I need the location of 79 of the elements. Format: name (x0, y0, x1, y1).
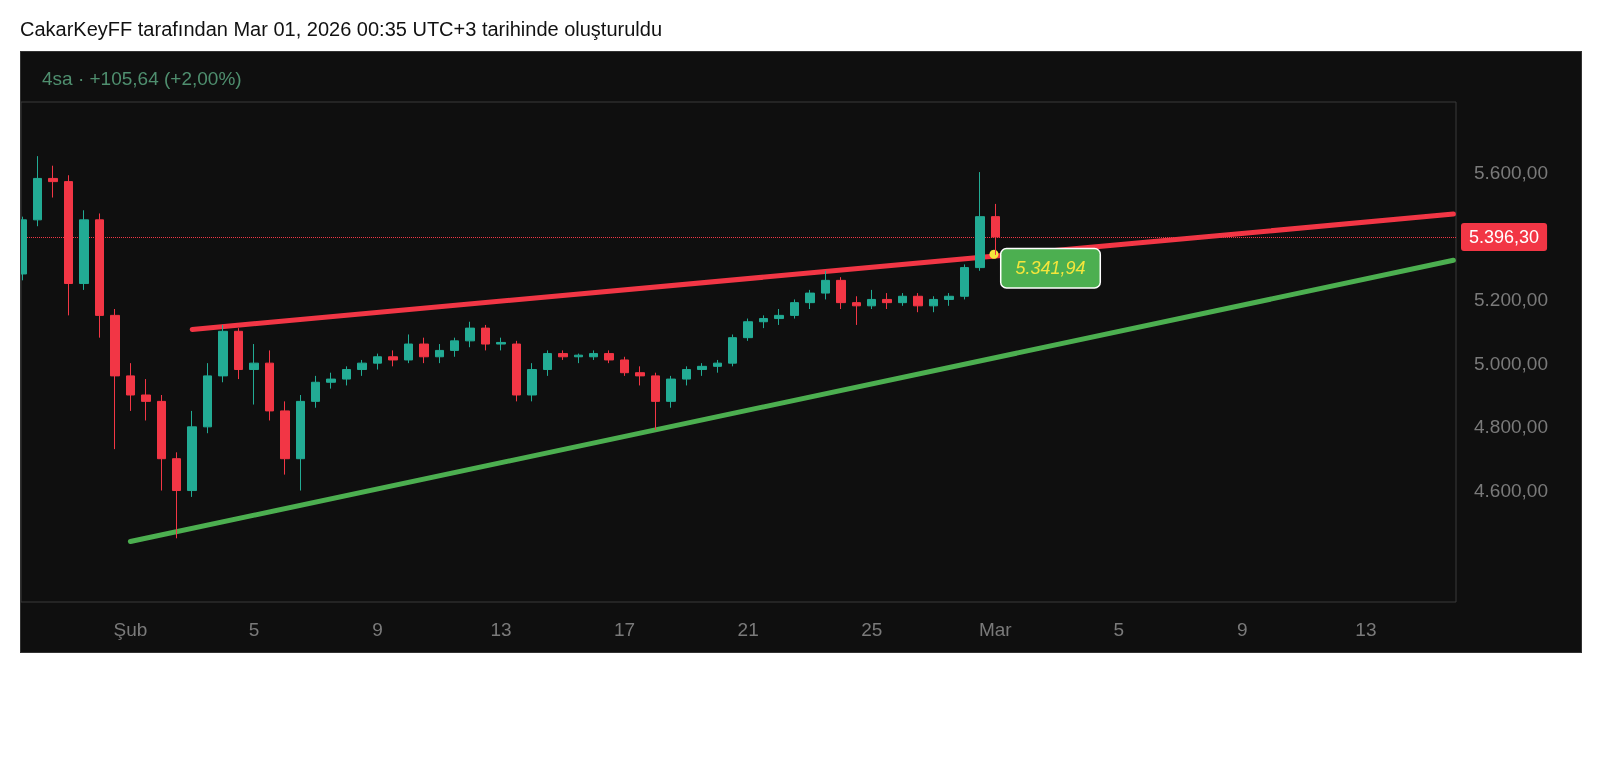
candlestick (512, 340, 521, 402)
x-tick-label: 9 (372, 619, 383, 640)
candlestick (79, 209, 89, 291)
candlestick (728, 333, 737, 367)
candlestick (574, 353, 583, 364)
chart-title: CakarKeyFF tarafından Mar 01, 2026 00:35 UTC+3 tarihinde oluşturuldu (19, 17, 664, 42)
candlestick (805, 289, 815, 310)
x-tick-label: 5 (1113, 619, 1125, 640)
candlestick (913, 292, 923, 313)
candlestick (326, 372, 336, 390)
x-tick-label: 13 (1355, 619, 1377, 640)
candlestick (280, 400, 290, 476)
candlestick (357, 359, 367, 377)
candlestick (836, 276, 846, 310)
candlestick (543, 349, 552, 377)
candlestick (759, 314, 768, 329)
candlestick (249, 343, 259, 406)
candlestick (960, 263, 969, 300)
candlestick (465, 321, 475, 348)
candlestick (141, 378, 151, 421)
x-tick-label: 13 (490, 619, 512, 640)
candlestick (589, 349, 598, 361)
y-tick-label: 5.000,00 (1474, 352, 1548, 374)
candlestick (882, 292, 892, 310)
candlestick (651, 372, 660, 431)
candlestick (265, 349, 274, 421)
x-tick-label: 9 (1237, 619, 1248, 640)
candlestick (157, 394, 166, 492)
x-tick-label: 5 (248, 619, 260, 640)
candlestick (527, 362, 537, 402)
candlestick (929, 295, 938, 313)
candlestick (172, 451, 181, 539)
candlestick (743, 318, 753, 342)
candlestick (867, 289, 876, 310)
candlestick (682, 365, 691, 386)
candlestick (604, 349, 614, 364)
candlestick (774, 308, 784, 326)
candlestick (713, 359, 722, 374)
x-tick-label: 25 (861, 619, 883, 640)
candlestick (110, 308, 120, 450)
candlestick (496, 337, 506, 351)
candlestick (404, 333, 413, 364)
candlestick (450, 337, 459, 358)
candlestick (419, 337, 429, 364)
ref-line-label: 5.396,30 (1469, 226, 1540, 247)
candlestick (944, 292, 954, 307)
candlestick (635, 365, 645, 386)
candlestick (203, 362, 212, 434)
y-tick-label: 4.600,00 (1474, 480, 1548, 502)
candlestick (296, 394, 305, 492)
candlestick (620, 356, 629, 377)
candlestick (435, 343, 444, 364)
candlestick (218, 324, 228, 383)
candlestick (33, 155, 42, 227)
candlestick (48, 165, 58, 199)
candlestick (790, 298, 799, 320)
candlestick (126, 362, 135, 412)
candlestick (697, 362, 707, 377)
candlestick (388, 349, 398, 367)
candlestick (852, 295, 861, 326)
candlestick (666, 375, 676, 409)
y-tick-label: 4.800,00 (1474, 416, 1548, 438)
candlestick (975, 171, 985, 272)
candlestick (311, 375, 320, 409)
candlestick (187, 410, 197, 498)
x-tick-label: Mar (978, 619, 1013, 640)
x-tick-label: Şub (113, 619, 148, 640)
candlestick (558, 349, 568, 361)
candlestick (342, 365, 351, 386)
y-tick-label: 5.600,00 (1474, 161, 1548, 183)
candlestick (821, 270, 830, 300)
annotation: 5.341,94 (1015, 258, 1086, 279)
candlestick (898, 292, 907, 307)
chart-subtitle: 4sa · +105,64 (+2,00%) (42, 68, 242, 89)
candlestick (373, 353, 382, 371)
x-tick-label: 17 (614, 619, 636, 640)
candlestick (481, 324, 490, 351)
x-tick-label: 21 (737, 619, 759, 640)
y-tick-label: 5.200,00 (1474, 288, 1548, 310)
